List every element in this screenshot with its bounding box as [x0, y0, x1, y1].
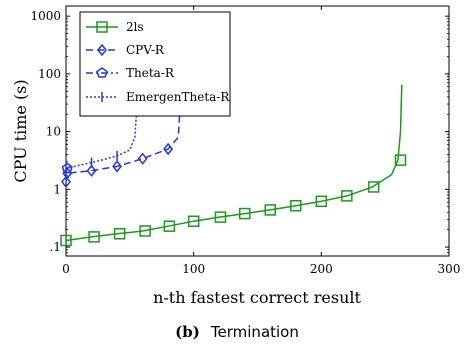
plot-frame: [65, 5, 450, 257]
data-point: [238, 207, 251, 220]
legend-entry-emergentheta-r: EmergenTheta-R: [86, 90, 230, 104]
data-point: [163, 142, 174, 156]
data-point: [88, 231, 100, 243]
legend-label-emergentheta-r: EmergenTheta-R: [126, 90, 230, 104]
data-point: [367, 181, 380, 193]
x-tick-label: 200: [310, 262, 333, 276]
series-layer: [60, 28, 407, 247]
legend-box: [79, 11, 231, 117]
data-point: [86, 164, 97, 177]
data-point: [394, 154, 407, 166]
y-tick-label: .1: [50, 240, 61, 254]
data-point: [341, 190, 353, 202]
y-tick-label: 100: [38, 67, 61, 81]
data-point: [214, 211, 227, 223]
series-2ls: [60, 84, 407, 247]
series-emergentheta-r: [65, 28, 141, 174]
legend-label-cpv-r: CPV-R: [126, 43, 165, 57]
legend-entry-cpv-r: CPV-R: [86, 43, 165, 57]
legend-label-theta-r: Theta-R: [126, 66, 175, 80]
y-tick-label: 1: [53, 182, 61, 196]
x-axis-label: n-th fastest correct result: [153, 288, 361, 307]
data-point: [61, 162, 73, 174]
data-point: [61, 175, 71, 189]
data-point: [163, 220, 176, 232]
data-point: [264, 204, 277, 216]
data-point: [290, 199, 302, 212]
data-point: [112, 160, 123, 173]
legend-entry-2ls: 2ls: [86, 20, 144, 34]
legend-entry-theta-r: Theta-R: [86, 66, 175, 80]
caption-text: Termination: [210, 323, 299, 341]
legend-label-2ls: 2ls: [126, 20, 144, 34]
data-point: [187, 215, 200, 227]
caption-prefix: (b): [175, 323, 200, 341]
y-tick-label: 10: [46, 125, 61, 139]
x-tick-label: 100: [182, 262, 205, 276]
data-point: [315, 195, 328, 208]
series-line: [65, 43, 194, 182]
x-tick-label: 0: [62, 262, 70, 276]
y-tick-label: 1000: [30, 9, 61, 23]
legend: 2ls CPV-R Theta-R EmergenTheta-R: [79, 11, 231, 117]
series-line: [65, 84, 403, 242]
axis-ticks: 0 100 200 300 .1 1 10 100 1000: [30, 6, 460, 276]
y-axis-label: CPU time (s): [11, 79, 30, 182]
data-point: [113, 228, 126, 240]
data-point: [139, 225, 151, 237]
x-tick-label: 300: [438, 262, 461, 276]
caption: (b) Termination: [175, 322, 299, 341]
data-point: [60, 234, 72, 247]
data-point: [137, 152, 148, 165]
